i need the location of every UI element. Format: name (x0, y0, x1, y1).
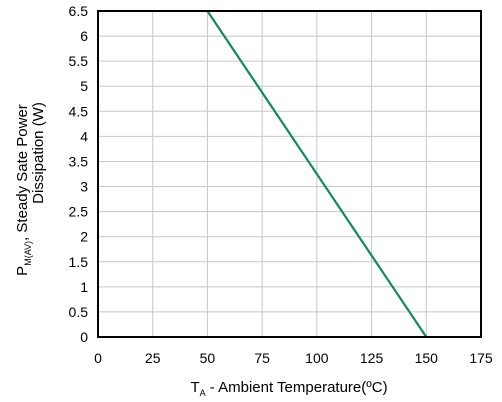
svg-text:PM(AV), Steady Sate Power: PM(AV), Steady Sate Power (14, 104, 33, 276)
y-tick-label: 2 (80, 229, 88, 245)
x-tick-labels: 0 25 50 75 100 125 150 175 (94, 350, 493, 366)
x-axis-label: TA - Ambient Temperature(ºC) (190, 379, 387, 398)
y-tick-label: 6.5 (69, 3, 89, 19)
y-tick-label: 4 (80, 128, 88, 144)
x-tick-label: 50 (200, 350, 216, 366)
series-group (206, 10, 428, 338)
y-tick-label: 0 (80, 329, 88, 345)
y-tick-label: 6 (80, 28, 88, 44)
y-tick-labels: 0 0.5 1 1.5 2 2.5 3 3.5 4 4.5 5 5.5 6 6.5 (69, 3, 89, 345)
y-tick-label: 1 (80, 279, 88, 295)
y-tick-label: 3.5 (69, 153, 89, 169)
grid-lines (98, 11, 481, 337)
y-tick-label: 4.5 (69, 103, 89, 119)
x-tick-label: 75 (254, 350, 270, 366)
x-tick-label: 100 (305, 350, 329, 366)
y-tick-label: 5.5 (69, 53, 89, 69)
y-tick-label: 5 (80, 78, 88, 94)
x-tick-label: 175 (469, 350, 493, 366)
y-tick-label: 0.5 (69, 304, 89, 320)
x-tick-label: 25 (145, 350, 161, 366)
y-axis-label: PM(AV), Steady Sate Power Dissipation (W… (14, 102, 47, 276)
y-tick-label: 1.5 (69, 254, 89, 270)
plot-frame (97, 10, 482, 338)
x-tick-label: 125 (360, 350, 384, 366)
svg-text:Dissipation (W): Dissipation (W) (30, 102, 47, 204)
series-line (206, 10, 428, 338)
y-tick-label: 2.5 (69, 204, 89, 220)
x-tick-label: 150 (415, 350, 439, 366)
x-tick-label: 0 (94, 350, 102, 366)
y-tick-label: 3 (80, 179, 88, 195)
